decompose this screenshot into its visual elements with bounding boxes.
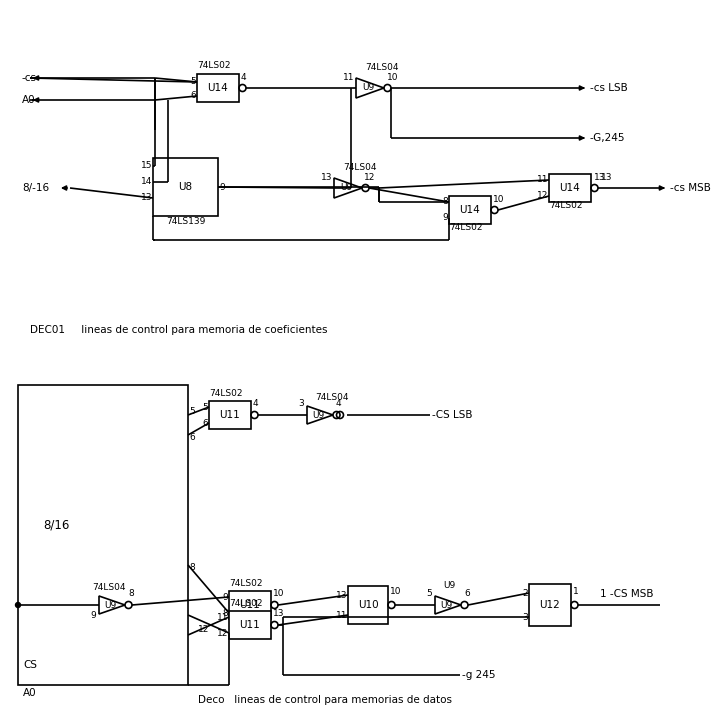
Text: 1 -CS MSB: 1 -CS MSB (600, 589, 654, 599)
Bar (449, 196, 491, 224)
Text: -g 245: -g 245 (462, 670, 496, 680)
Text: A0: A0 (22, 95, 36, 105)
Bar (229, 611, 271, 639)
Text: 9: 9 (90, 611, 96, 619)
Bar (209, 401, 251, 429)
Text: 74LS139: 74LS139 (166, 217, 205, 227)
Text: U12: U12 (539, 600, 561, 610)
Text: U9: U9 (443, 580, 455, 590)
Text: 13: 13 (601, 172, 612, 182)
Text: 74LS02: 74LS02 (197, 60, 231, 70)
Bar (549, 174, 591, 202)
Text: 12: 12 (537, 191, 548, 201)
Text: 5: 5 (190, 78, 196, 87)
Text: U9: U9 (104, 601, 116, 609)
Text: 11: 11 (336, 611, 347, 619)
Text: 3: 3 (522, 613, 528, 622)
Text: 13: 13 (336, 590, 347, 600)
Text: 4: 4 (253, 398, 258, 408)
Text: 12: 12 (198, 625, 210, 635)
Text: 74LS02: 74LS02 (229, 579, 263, 587)
Text: 74LS02: 74LS02 (209, 388, 242, 398)
Text: 10: 10 (493, 195, 505, 204)
Text: 13: 13 (594, 172, 606, 182)
Text: 9: 9 (442, 214, 448, 222)
Text: -cs MSB: -cs MSB (670, 183, 711, 193)
Text: 74LS04: 74LS04 (343, 164, 376, 172)
Text: 11: 11 (216, 613, 228, 622)
Text: 8/-16: 8/-16 (22, 183, 49, 193)
Bar (229, 591, 271, 619)
Text: U11: U11 (220, 410, 240, 420)
Text: 10: 10 (390, 587, 402, 595)
Polygon shape (356, 78, 384, 98)
Bar (18, 385, 188, 685)
Text: 74LS04: 74LS04 (92, 582, 125, 592)
Text: 12: 12 (364, 172, 376, 182)
Text: 8: 8 (442, 198, 448, 206)
Text: 6: 6 (190, 92, 196, 100)
Text: 5: 5 (189, 408, 195, 417)
Text: 5: 5 (202, 403, 208, 411)
Circle shape (15, 603, 20, 608)
Text: 10: 10 (273, 588, 285, 598)
Text: U9: U9 (440, 601, 452, 609)
Text: 10: 10 (387, 73, 398, 81)
Bar (348, 586, 388, 624)
Text: 8: 8 (222, 608, 228, 617)
Text: 8: 8 (189, 563, 195, 572)
Text: -G,245: -G,245 (590, 133, 625, 143)
Text: 11: 11 (537, 175, 548, 185)
Text: 6: 6 (202, 419, 208, 427)
Polygon shape (334, 178, 362, 198)
Text: 8/16: 8/16 (43, 518, 69, 531)
Text: DEC01     lineas de control para memoria de coeficientes: DEC01 lineas de control para memoria de … (30, 325, 328, 335)
Text: U11: U11 (240, 600, 261, 610)
Bar (153, 158, 218, 216)
Text: 13: 13 (273, 608, 285, 617)
Bar (197, 74, 239, 102)
Text: 9: 9 (222, 593, 228, 601)
Text: 74LS02: 74LS02 (449, 223, 483, 233)
Text: -cs LSB: -cs LSB (590, 83, 628, 93)
Text: 4: 4 (336, 400, 341, 409)
Polygon shape (99, 596, 125, 614)
Text: U14: U14 (459, 205, 480, 215)
Text: U9: U9 (340, 183, 352, 193)
Text: 74LS04: 74LS04 (365, 63, 398, 73)
Text: 74LS04: 74LS04 (315, 393, 349, 401)
Text: 2: 2 (523, 588, 528, 598)
Text: 12: 12 (217, 629, 228, 638)
Text: -cs: -cs (22, 73, 37, 83)
Text: Deco   lineas de control para memorias de datos: Deco lineas de control para memorias de … (198, 695, 452, 705)
Text: 74LS02: 74LS02 (229, 598, 263, 608)
Text: 1: 1 (573, 587, 579, 595)
Polygon shape (307, 406, 333, 424)
Text: 4: 4 (241, 73, 247, 81)
Text: 3: 3 (298, 400, 304, 409)
Text: 6: 6 (189, 433, 195, 443)
Text: CS: CS (23, 660, 37, 670)
Polygon shape (435, 596, 461, 614)
Text: 13: 13 (141, 193, 152, 203)
Text: 15: 15 (141, 161, 152, 171)
Text: 74LS02: 74LS02 (549, 201, 582, 211)
Text: 11: 11 (342, 73, 354, 81)
Text: U14: U14 (207, 83, 229, 93)
Text: 13: 13 (320, 172, 332, 182)
Bar (529, 584, 571, 626)
Text: A0: A0 (23, 688, 36, 698)
Text: 6: 6 (464, 590, 470, 598)
Text: U9: U9 (362, 84, 374, 92)
Text: U8: U8 (178, 182, 193, 192)
Text: 9: 9 (219, 182, 225, 191)
Text: 5: 5 (427, 590, 432, 598)
Text: 14: 14 (141, 177, 152, 187)
Text: U11: U11 (240, 620, 261, 630)
Text: U14: U14 (560, 183, 580, 193)
Text: -CS LSB: -CS LSB (432, 410, 472, 420)
Text: U10: U10 (357, 600, 379, 610)
Text: 8: 8 (128, 590, 134, 598)
Text: U9: U9 (312, 411, 324, 419)
